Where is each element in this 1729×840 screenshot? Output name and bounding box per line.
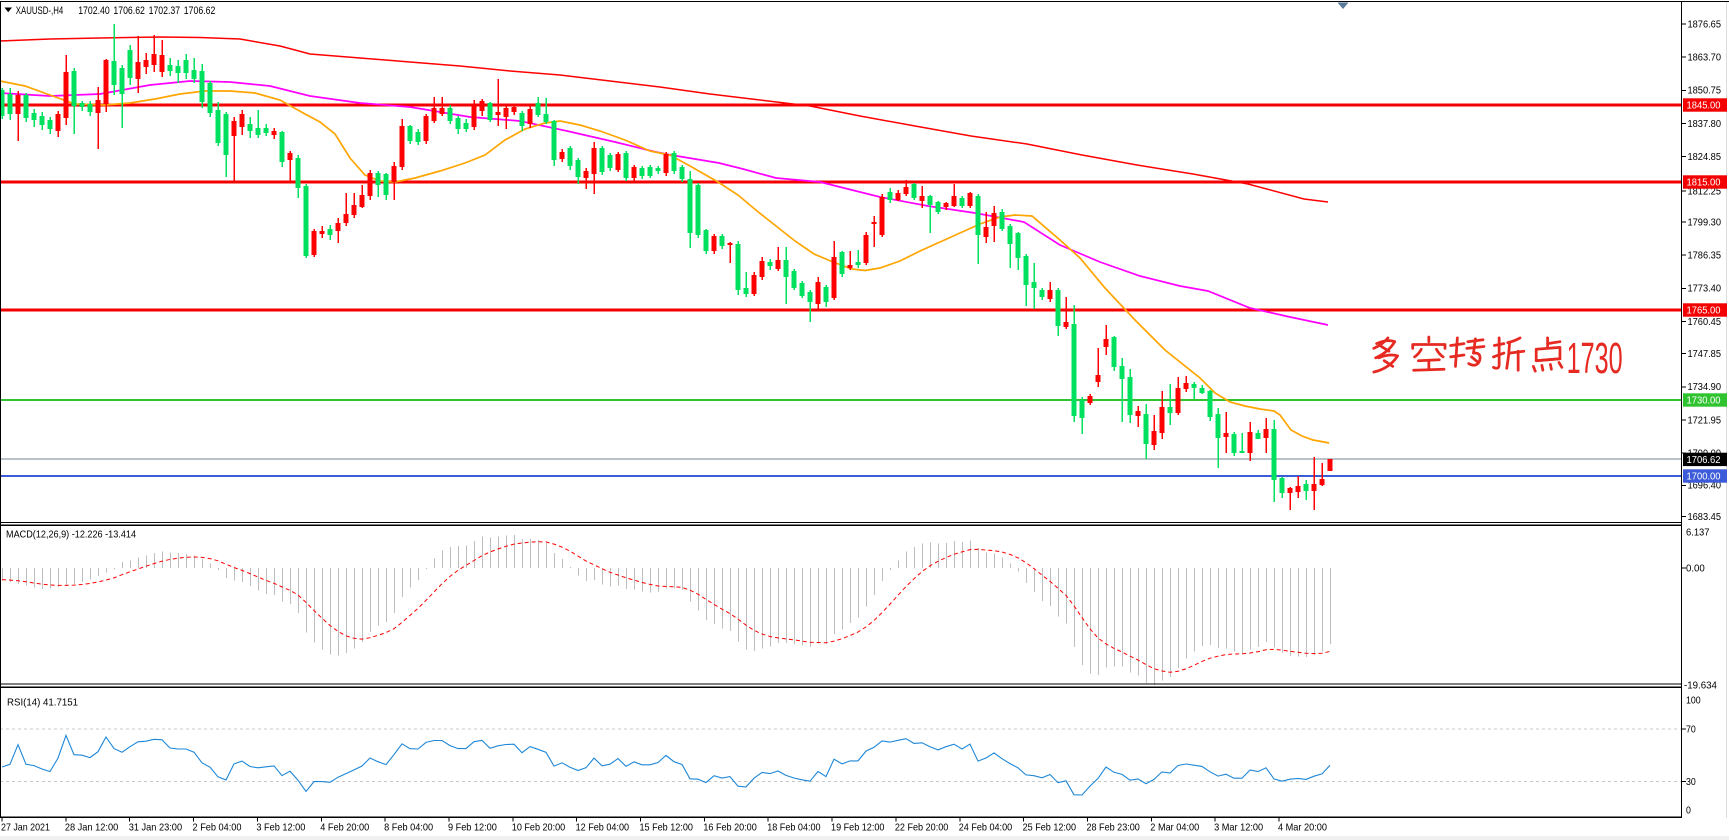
- svg-text:1845.00: 1845.00: [1687, 101, 1721, 112]
- svg-text:1815.00: 1815.00: [1687, 178, 1721, 189]
- svg-text:0.00: 0.00: [1686, 563, 1705, 574]
- svg-text:2 Feb 04:00: 2 Feb 04:00: [193, 823, 242, 834]
- svg-text:3 Mar 12:00: 3 Mar 12:00: [1214, 823, 1263, 834]
- svg-text:3 Feb 12:00: 3 Feb 12:00: [256, 823, 305, 834]
- svg-text:RSI(14) 41.7151: RSI(14) 41.7151: [7, 697, 78, 709]
- svg-text:1876.65: 1876.65: [1688, 19, 1722, 30]
- svg-text:28 Jan 12:00: 28 Jan 12:00: [65, 823, 119, 834]
- svg-text:4 Mar 20:00: 4 Mar 20:00: [1278, 823, 1327, 834]
- svg-text:4 Feb 20:00: 4 Feb 20:00: [320, 823, 369, 834]
- svg-text:1863.70: 1863.70: [1688, 53, 1722, 64]
- svg-text:1730: 1730: [1567, 334, 1623, 383]
- svg-text:1706.62: 1706.62: [1687, 455, 1721, 466]
- svg-text:1837.80: 1837.80: [1688, 119, 1722, 130]
- svg-text:18 Feb 04:00: 18 Feb 04:00: [767, 823, 821, 834]
- svg-text:25 Feb 12:00: 25 Feb 12:00: [1023, 823, 1077, 834]
- svg-text:1696.40: 1696.40: [1688, 481, 1722, 492]
- svg-text:1812.25: 1812.25: [1688, 186, 1722, 197]
- svg-text:1760.45: 1760.45: [1688, 317, 1722, 328]
- svg-text:22 Feb 20:00: 22 Feb 20:00: [895, 823, 949, 834]
- svg-text:31 Jan 23:00: 31 Jan 23:00: [129, 823, 183, 834]
- svg-text:0: 0: [1686, 805, 1691, 816]
- svg-text:30: 30: [1686, 777, 1696, 788]
- svg-text:1824.85: 1824.85: [1688, 152, 1722, 163]
- svg-text:1850.75: 1850.75: [1688, 86, 1722, 97]
- svg-text:1799.30: 1799.30: [1688, 217, 1722, 228]
- svg-text:1773.40: 1773.40: [1688, 284, 1722, 295]
- svg-text:1700.00: 1700.00: [1687, 472, 1721, 483]
- svg-text:-19.634: -19.634: [1684, 680, 1717, 691]
- svg-text:27 Jan 2021: 27 Jan 2021: [1, 823, 50, 834]
- svg-text:1747.85: 1747.85: [1688, 349, 1722, 360]
- svg-text:1786.35: 1786.35: [1688, 251, 1722, 262]
- svg-text:100: 100: [1686, 695, 1701, 706]
- svg-text:16 Feb 20:00: 16 Feb 20:00: [703, 823, 757, 834]
- svg-text:10 Feb 20:00: 10 Feb 20:00: [512, 823, 566, 834]
- svg-text:19 Feb 12:00: 19 Feb 12:00: [831, 823, 885, 834]
- svg-text:8 Feb 04:00: 8 Feb 04:00: [384, 823, 433, 834]
- svg-text:1706.62: 1706.62: [113, 5, 144, 17]
- svg-text:MACD(12,26,9) -12.226 -13.414: MACD(12,26,9) -12.226 -13.414: [6, 529, 136, 541]
- svg-text:24 Feb 04:00: 24 Feb 04:00: [959, 823, 1013, 834]
- svg-text:1734.90: 1734.90: [1688, 382, 1722, 393]
- svg-text:1721.95: 1721.95: [1688, 415, 1722, 426]
- svg-text:1765.00: 1765.00: [1687, 306, 1721, 317]
- svg-text:12 Feb 04:00: 12 Feb 04:00: [576, 823, 630, 834]
- svg-text:2 Mar 04:00: 2 Mar 04:00: [1150, 823, 1199, 834]
- svg-text:1702.40: 1702.40: [78, 5, 110, 17]
- svg-text:70: 70: [1686, 725, 1696, 736]
- svg-text:28 Feb 23:00: 28 Feb 23:00: [1086, 823, 1140, 834]
- svg-text:15 Feb 12:00: 15 Feb 12:00: [640, 823, 694, 834]
- svg-text:1706.62: 1706.62: [184, 5, 216, 17]
- svg-text:XAUUSD-,H4: XAUUSD-,H4: [16, 5, 63, 17]
- svg-text:1730.00: 1730.00: [1687, 396, 1721, 407]
- svg-text:1702.37: 1702.37: [149, 5, 181, 17]
- svg-text:1683.45: 1683.45: [1688, 512, 1722, 523]
- svg-text:9 Feb 12:00: 9 Feb 12:00: [448, 823, 497, 834]
- svg-text:6.137: 6.137: [1686, 527, 1710, 538]
